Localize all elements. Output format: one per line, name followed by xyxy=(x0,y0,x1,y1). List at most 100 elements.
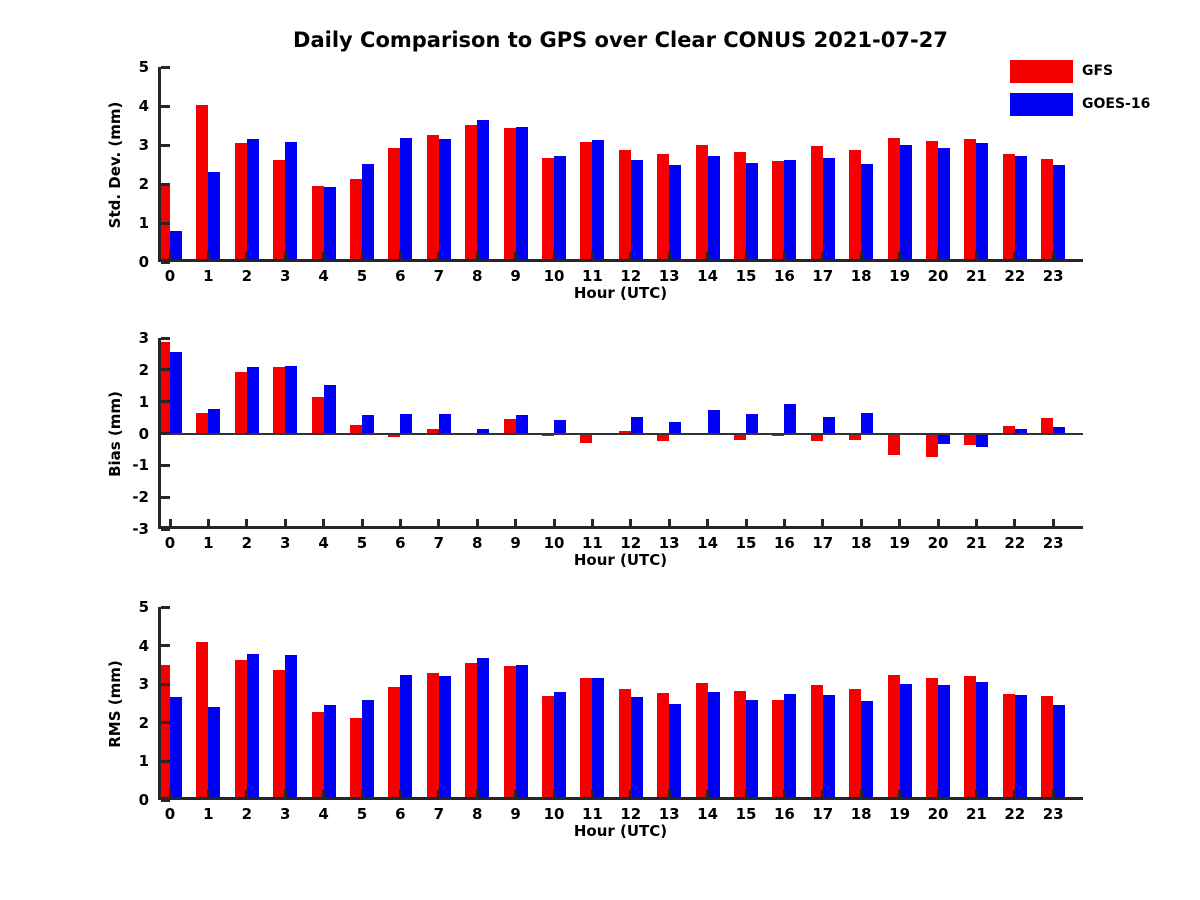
x-tick xyxy=(744,252,748,261)
x-tick-label: 10 xyxy=(543,805,565,823)
gfs-bar-h7 xyxy=(426,429,439,434)
gfs-bar-h18 xyxy=(849,433,862,441)
std-dev-x-axis-label: Hour (UTC) xyxy=(573,284,668,302)
goes16-bar-h9 xyxy=(515,664,528,800)
x-tick xyxy=(398,519,402,528)
goes16-bar-h0 xyxy=(170,696,182,800)
goes16-bar-h0 xyxy=(170,230,182,262)
goes16-bar-h5 xyxy=(362,163,374,262)
x-tick xyxy=(629,252,633,261)
y-tick-label: 1 xyxy=(138,392,149,411)
x-tick xyxy=(283,252,287,261)
x-tick xyxy=(206,790,210,799)
x-tick xyxy=(514,519,518,528)
gfs-bar-h17 xyxy=(810,685,823,800)
x-tick xyxy=(206,252,210,261)
x-tick xyxy=(744,790,748,799)
gfs-bar-h13 xyxy=(657,692,670,800)
x-tick-label: 19 xyxy=(889,267,911,285)
y-tick-label: 5 xyxy=(138,598,149,616)
goes16-bar-h21 xyxy=(976,433,989,448)
goes16-bar-h21 xyxy=(976,143,989,262)
bias-y-axis-label: Bias (mm) xyxy=(106,390,124,477)
gfs-bar-h11 xyxy=(580,141,593,262)
x-tick xyxy=(936,790,940,799)
x-tick xyxy=(206,519,210,528)
gfs-bar-h3 xyxy=(273,669,286,800)
x-tick-label: 6 xyxy=(395,534,406,552)
x-tick-label: 3 xyxy=(279,267,291,285)
goes16-bar-h20 xyxy=(938,147,950,262)
x-tick-label: 22 xyxy=(1004,267,1026,285)
x-tick xyxy=(514,790,518,799)
x-tick-label: 19 xyxy=(889,805,911,823)
x-tick-label: 14 xyxy=(697,267,719,285)
gfs-bar-h0 xyxy=(158,664,170,800)
x-tick xyxy=(706,519,710,528)
x-tick-label: 13 xyxy=(658,805,680,823)
y-tick-label: -3 xyxy=(132,520,149,538)
gfs-bar-h5 xyxy=(350,179,362,262)
x-tick-label: 9 xyxy=(510,805,521,823)
goes16-bar-h7 xyxy=(438,139,451,262)
goes16-bar-h11 xyxy=(592,678,605,800)
gfs-bar-h6 xyxy=(388,148,401,262)
x-tick-label: 5 xyxy=(356,534,368,552)
gfs-bar-h20 xyxy=(926,678,938,800)
y-tick-label: 2 xyxy=(138,360,149,379)
x-tick-label: 23 xyxy=(1042,534,1064,552)
gfs-bar-h20 xyxy=(926,433,938,457)
gfs-bar-h8 xyxy=(465,662,478,800)
gfs-bar-h11 xyxy=(580,433,593,444)
gfs-bar-h1 xyxy=(196,412,209,434)
x-tick-label: 18 xyxy=(850,534,872,552)
y-tick xyxy=(161,260,170,264)
goes16-bar-h21 xyxy=(976,682,989,800)
x-tick-label: 0 xyxy=(164,534,176,552)
gfs-bar-h15 xyxy=(734,433,746,440)
x-tick-label: 1 xyxy=(203,805,214,823)
x-tick xyxy=(706,252,710,261)
y-tick-label: 3 xyxy=(138,136,149,154)
goes16-bar-h10 xyxy=(554,691,566,800)
goes16-bar-h16 xyxy=(784,404,797,434)
x-tick-label: 11 xyxy=(581,267,603,285)
x-tick xyxy=(398,790,402,799)
goes16-bar-h6 xyxy=(400,413,413,434)
x-tick-label: 8 xyxy=(471,534,483,552)
gfs-bar-h4 xyxy=(311,185,324,262)
x-tick-label: 20 xyxy=(927,805,949,823)
gfs-bar-h7 xyxy=(426,673,439,800)
gfs-bar-h17 xyxy=(810,146,823,262)
goes16-bar-h5 xyxy=(362,699,374,800)
y-tick xyxy=(161,682,170,686)
goes16-bar-h12 xyxy=(630,696,643,800)
x-tick-label: 21 xyxy=(965,267,987,285)
gfs-bar-h19 xyxy=(887,433,900,455)
x-tick xyxy=(283,790,287,799)
gfs-bar-h21 xyxy=(964,139,977,262)
gfs-bar-h16 xyxy=(772,699,785,800)
y-tick xyxy=(161,527,170,531)
x-tick xyxy=(475,790,479,799)
y-tick xyxy=(161,368,170,372)
x-tick xyxy=(1013,790,1017,799)
gfs-bar-h3 xyxy=(273,159,286,262)
gfs-bar-h18 xyxy=(849,150,862,262)
x-tick-label: 23 xyxy=(1042,805,1064,823)
legend-label-gfs: GFS xyxy=(1082,63,1114,79)
legend: GFS GOES-16 xyxy=(1010,60,1150,126)
goes16-bar-h13 xyxy=(669,703,682,800)
goes16-bar-h18 xyxy=(861,163,874,262)
gfs-bar-h19 xyxy=(887,674,900,800)
goes16-bar-h1 xyxy=(208,172,221,262)
x-tick-label: 4 xyxy=(318,267,329,285)
gfs-bar-h9 xyxy=(503,128,516,262)
gfs-bar-h2 xyxy=(234,660,247,800)
y-tick xyxy=(161,605,170,609)
goes16-bar-h17 xyxy=(822,157,835,262)
gfs-bar-h12 xyxy=(618,688,631,800)
gfs-bar-h2 xyxy=(234,372,247,434)
x-tick-label: 7 xyxy=(433,267,445,285)
x-tick-label: 21 xyxy=(965,534,987,552)
